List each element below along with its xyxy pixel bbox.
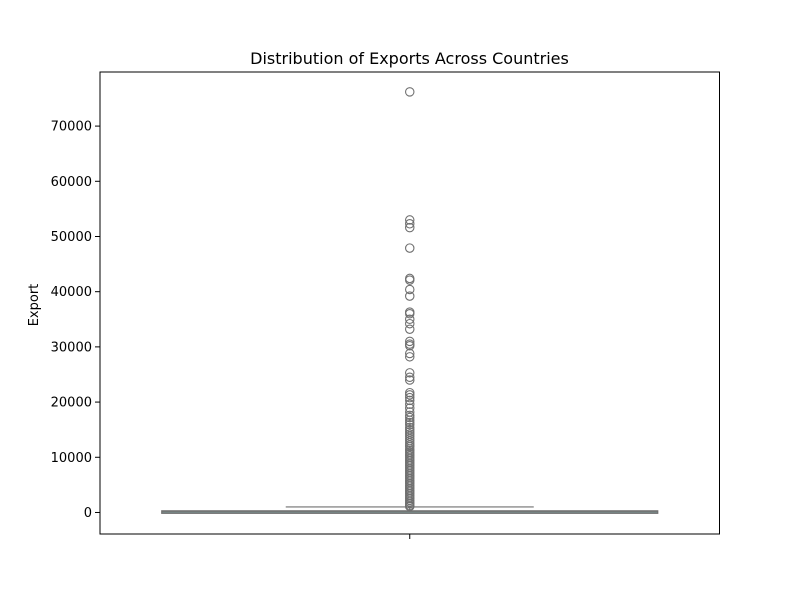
outlier-point <box>404 324 415 334</box>
outlier-point <box>404 215 415 225</box>
y-tick-label: 70000 <box>51 120 92 135</box>
y-tick-label: 60000 <box>51 175 92 190</box>
chart-title: Distribution of Exports Across Countries <box>250 49 569 68</box>
outlier-point <box>404 243 415 253</box>
outlier-point <box>404 403 415 413</box>
outlier-point <box>404 336 415 347</box>
outlier-point <box>404 284 415 295</box>
y-tick-label: 40000 <box>51 285 92 300</box>
plot-area <box>161 87 659 514</box>
outlier-point <box>404 219 415 229</box>
y-tick-label: 30000 <box>51 340 92 355</box>
outlier-point <box>404 275 415 285</box>
outlier-point <box>404 395 415 406</box>
outlier-point <box>404 87 415 97</box>
outlier-point <box>404 372 415 382</box>
outlier-point <box>404 399 415 410</box>
outlier-point <box>404 291 415 301</box>
outlier-point <box>404 222 415 233</box>
y-axis-label: Export <box>27 284 42 327</box>
outlier-point <box>404 390 415 400</box>
y-tick-label: 50000 <box>51 230 92 245</box>
outlier-point <box>404 318 415 329</box>
y-tick-label: 10000 <box>51 451 92 466</box>
outlier-point <box>404 392 415 403</box>
y-tick-label: 20000 <box>51 396 92 411</box>
outlier-point <box>404 314 415 325</box>
outlier-point <box>404 501 415 512</box>
outlier-point <box>404 309 415 319</box>
y-tick-label: 0 <box>84 506 92 521</box>
outlier-point <box>404 341 415 351</box>
outlier-point <box>404 419 415 430</box>
outlier-point <box>404 412 415 423</box>
outlier-point <box>404 352 415 362</box>
outlier-point <box>404 348 415 359</box>
outlier-point <box>404 375 415 385</box>
outlier-point <box>404 368 415 378</box>
